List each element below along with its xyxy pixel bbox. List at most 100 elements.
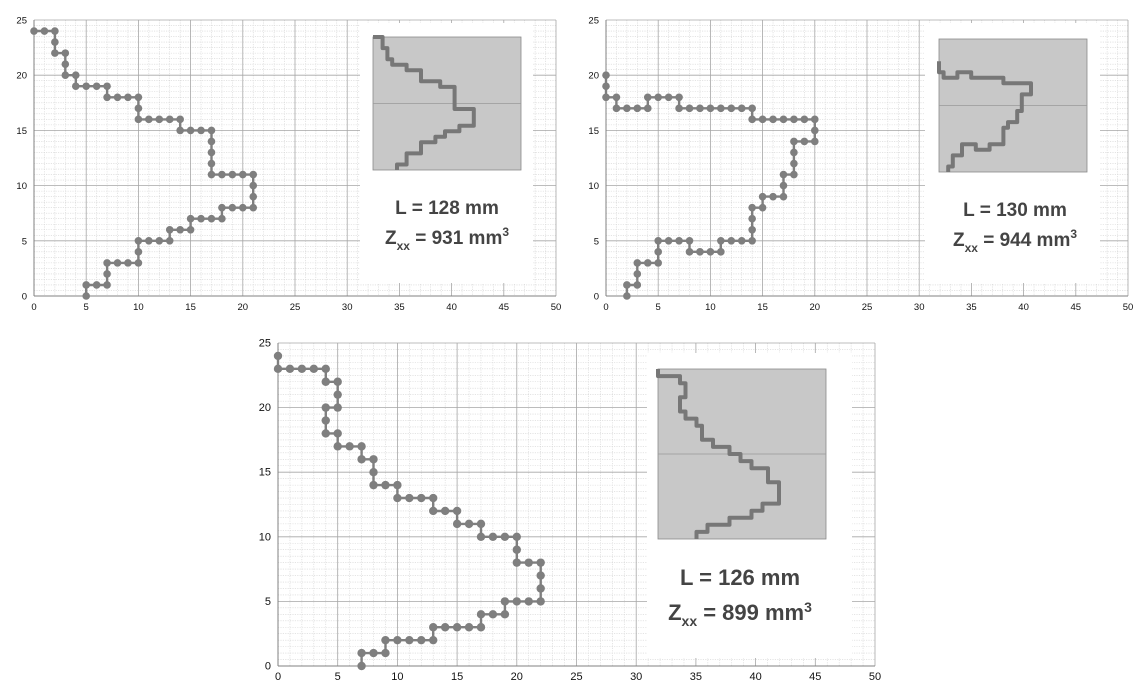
y-tick-label: 10 (259, 531, 271, 543)
data-point (464, 519, 474, 529)
data-point (186, 214, 195, 223)
data-point (790, 148, 798, 157)
data-point (536, 558, 545, 567)
y-tick-label: 0 (594, 292, 599, 303)
data-point (536, 597, 545, 606)
data-point (145, 237, 153, 245)
data-point (333, 403, 342, 412)
data-point (381, 648, 390, 658)
data-point (333, 429, 342, 438)
data-point (61, 60, 70, 68)
length-label: L = 130 mm (963, 200, 1067, 221)
data-point (790, 170, 798, 179)
data-point (643, 259, 652, 267)
data-point (800, 137, 809, 146)
data-point (440, 623, 450, 632)
data-point (623, 281, 631, 289)
data-point (381, 635, 390, 645)
data-point (737, 104, 746, 113)
data-point (82, 82, 90, 91)
data-point (664, 93, 673, 102)
y-tick-label: 10 (16, 181, 27, 192)
y-tick-label: 15 (16, 126, 27, 137)
y-tick-label: 5 (265, 596, 271, 608)
data-point (124, 93, 132, 102)
data-point (218, 170, 226, 179)
y-tick-label: 15 (259, 467, 271, 479)
data-point (675, 104, 683, 113)
x-tick-label: 25 (862, 302, 873, 313)
data-point (333, 442, 342, 451)
y-tick-label: 20 (16, 71, 27, 82)
x-tick-label: 5 (84, 302, 89, 313)
data-point (134, 104, 143, 113)
data-point (623, 104, 631, 113)
x-tick-label: 40 (749, 671, 761, 683)
data-point (155, 237, 164, 245)
data-point (696, 104, 704, 113)
length-label: L = 128 mm (395, 198, 499, 219)
data-point (769, 192, 777, 201)
data-point (333, 377, 342, 386)
x-tick-label: 10 (133, 302, 144, 313)
data-point (779, 181, 788, 190)
y-tick-label: 0 (22, 292, 27, 303)
data-point (748, 104, 756, 113)
data-point (71, 82, 80, 91)
x-tick-label: 25 (570, 671, 582, 683)
x-tick-label: 35 (966, 302, 977, 313)
y-tick-label: 25 (588, 16, 599, 27)
data-point (134, 237, 143, 245)
data-point (165, 225, 174, 234)
data-point (758, 115, 767, 124)
series-line (276, 355, 542, 666)
data-point (452, 519, 462, 529)
data-point (800, 115, 809, 124)
data-point (207, 137, 216, 146)
x-tick-label: 35 (394, 302, 405, 313)
y-tick-label: 20 (588, 71, 599, 82)
data-point (769, 115, 777, 124)
y-tick-label: 5 (594, 236, 599, 247)
data-point (369, 468, 378, 477)
data-point (476, 610, 486, 619)
data-point (488, 532, 498, 541)
y-tick-label: 25 (16, 16, 27, 27)
data-point (51, 38, 59, 46)
data-point (685, 104, 694, 113)
data-point (333, 390, 342, 399)
data-point (500, 532, 510, 541)
data-point (602, 93, 610, 102)
data-point (165, 115, 174, 124)
data-point (790, 115, 798, 124)
x-tick-label: 20 (511, 671, 523, 683)
data-point (664, 237, 673, 245)
data-point (249, 170, 258, 179)
data-point (500, 610, 510, 619)
data-point (464, 623, 474, 632)
x-tick-label: 50 (869, 671, 881, 683)
data-point (685, 237, 694, 245)
data-point (124, 259, 132, 267)
x-tick-label: 45 (499, 302, 510, 313)
data-point (643, 93, 652, 102)
data-point (381, 480, 390, 490)
data-point (103, 82, 111, 91)
data-point (71, 71, 80, 79)
data-point (417, 493, 426, 503)
data-point (500, 597, 510, 606)
data-point (790, 159, 798, 168)
y-tick-label: 0 (265, 661, 271, 673)
x-tick-label: 50 (1123, 302, 1134, 313)
thumbnail-profile (937, 61, 1033, 172)
data-point (103, 270, 111, 278)
x-tick-label: 50 (551, 302, 562, 313)
data-point (61, 49, 70, 57)
data-point (82, 281, 90, 289)
data-point (273, 364, 283, 374)
data-point (393, 480, 402, 490)
data-point (134, 259, 143, 267)
x-tick-label: 40 (446, 302, 457, 313)
x-tick-label: 0 (31, 302, 36, 313)
data-point (285, 364, 295, 374)
